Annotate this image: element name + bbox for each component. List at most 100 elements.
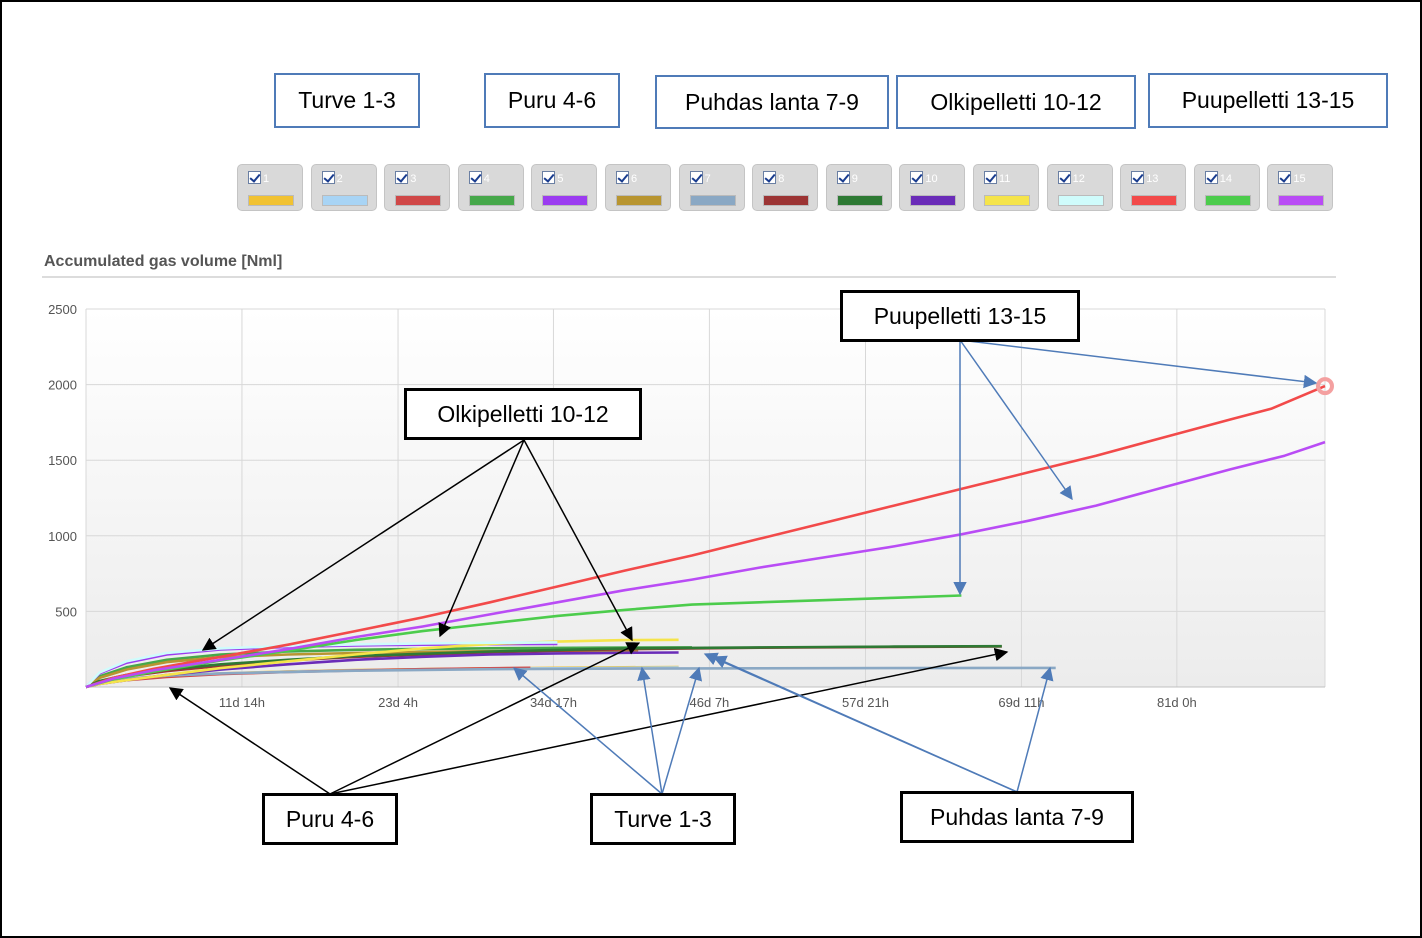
- arrow-puhdas-lanta-2: [712, 655, 1018, 793]
- y-tick-label: 1500: [48, 453, 77, 468]
- series-toggle-2[interactable]: 2: [310, 164, 377, 211]
- series-toggle-8[interactable]: 8: [752, 164, 819, 211]
- series-checkbox[interactable]: [689, 171, 703, 184]
- series-number: 15: [1293, 173, 1306, 185]
- hover-point-marker: [1316, 377, 1334, 396]
- plot-background: [86, 309, 1325, 687]
- series-checkbox[interactable]: [468, 171, 482, 184]
- legend-label-puupelletti: Puupelletti 13-15: [1148, 73, 1388, 128]
- series-color-swatch: [1057, 195, 1104, 206]
- series-toggle-15[interactable]: 15: [1267, 164, 1334, 211]
- callout-puru: Puru 4-6: [262, 793, 398, 845]
- series-color-swatch: [763, 195, 810, 206]
- series-color-swatch: [248, 195, 294, 206]
- x-tick-label: 46d 7h: [690, 695, 730, 710]
- arrow-turve-2: [637, 666, 663, 795]
- arrow-turve-1: [512, 667, 663, 795]
- series-number: 1: [263, 173, 270, 185]
- annotation-arrows: [168, 339, 1318, 795]
- series-line-15: [85, 440, 1326, 689]
- plot-area: [86, 309, 1325, 687]
- series-checkbox[interactable]: [910, 171, 924, 184]
- arrow-puupelletti-2: [959, 339, 1073, 501]
- series-checkbox[interactable]: [1057, 171, 1071, 184]
- series-line-12: [85, 641, 558, 688]
- series-number: 7: [704, 173, 711, 185]
- y-tick-label: 500: [55, 604, 77, 619]
- legend-label-puru: Puru 4-6: [484, 73, 620, 128]
- series-number: 9: [851, 173, 858, 185]
- x-tick-label: 57d 21h: [842, 695, 889, 710]
- series-checkbox[interactable]: [984, 171, 997, 184]
- arrow-puru-1: [168, 687, 331, 795]
- y-tick-label: 2000: [48, 378, 77, 393]
- series-number: 3: [410, 173, 417, 185]
- series-color-swatch: [542, 195, 589, 206]
- series-number: 6: [631, 173, 638, 185]
- title-divider: [42, 276, 1336, 278]
- legend-label-turve: Turve 1-3: [274, 73, 420, 128]
- series-toggle-6[interactable]: 6: [605, 164, 671, 211]
- series-color-swatch: [689, 195, 736, 206]
- x-tick-label: 69d 11h: [998, 695, 1044, 710]
- series-checkbox[interactable]: [763, 171, 777, 184]
- series-checkbox[interactable]: [1131, 171, 1145, 184]
- series-toggle-1[interactable]: 1: [237, 164, 303, 211]
- y-tick-label: 2500: [48, 302, 77, 317]
- series-toggle-10[interactable]: 10: [899, 164, 966, 211]
- series-toggle-9[interactable]: 9: [825, 164, 892, 211]
- series-toggle-11[interactable]: 11: [973, 164, 1039, 211]
- callout-turve: Turve 1-3: [590, 793, 736, 845]
- arrow-turve-3: [661, 666, 703, 795]
- arrow-olkipelletti-3: [523, 439, 633, 642]
- series-checkbox[interactable]: [248, 171, 261, 184]
- series-line-11: [85, 638, 679, 689]
- series-number: 14: [1219, 173, 1233, 185]
- series-toggle-5[interactable]: 5: [531, 164, 598, 211]
- series-color-swatch: [1131, 195, 1178, 206]
- series-checkbox[interactable]: [321, 171, 335, 184]
- series-number: 12: [1072, 173, 1085, 185]
- series-checkbox[interactable]: [1204, 171, 1218, 184]
- series-line-7: [85, 666, 1056, 689]
- arrow-olkipelletti-2: [438, 439, 525, 638]
- series-number: 5: [557, 173, 564, 185]
- series-toggle-7[interactable]: 7: [678, 164, 745, 211]
- series-toggle-3[interactable]: 3: [384, 164, 451, 211]
- chart-series: [85, 384, 1326, 689]
- series-checkbox[interactable]: [395, 171, 409, 184]
- series-number: 4: [483, 173, 490, 185]
- arrow-puhdas-lanta-3: [1016, 666, 1054, 793]
- series-toggle-13[interactable]: 13: [1120, 164, 1187, 211]
- series-color-swatch: [468, 195, 515, 206]
- series-checkbox[interactable]: [616, 171, 629, 184]
- series-color-swatch: [910, 195, 957, 206]
- series-toggle-14[interactable]: 14: [1193, 164, 1260, 211]
- series-color-swatch: [836, 195, 883, 206]
- chart-grid: [85, 308, 1326, 688]
- series-color-swatch: [616, 195, 662, 206]
- series-color-swatch: [984, 195, 1030, 206]
- series-color-swatch: [1278, 195, 1325, 206]
- legend-label-olkipelletti: Olkipelletti 10-12: [896, 75, 1136, 129]
- callout-puhdas-lanta: Puhdas lanta 7-9: [900, 791, 1134, 843]
- series-checkbox[interactable]: [836, 171, 850, 184]
- y-axis: 500 1000 1500 2000 2500: [48, 302, 77, 619]
- series-toggle-4[interactable]: 4: [457, 164, 524, 211]
- arrow-puupelletti-1: [959, 339, 1318, 389]
- series-toggle-12[interactable]: 12: [1046, 164, 1113, 211]
- legend-label-puhdas-lanta: Puhdas lanta 7-9: [655, 75, 889, 129]
- x-tick-label: 81d 0h: [1157, 695, 1197, 710]
- series-number: 11: [999, 173, 1011, 185]
- series-number: 2: [336, 173, 343, 185]
- series-checkbox[interactable]: [1278, 171, 1292, 184]
- x-tick-label: 23d 4h: [378, 695, 418, 710]
- series-color-swatch: [1204, 195, 1251, 206]
- series-checkbox[interactable]: [542, 171, 556, 184]
- series-color-swatch: [321, 195, 368, 206]
- arrow-olkipelletti-1: [201, 439, 525, 651]
- x-tick-label: 11d 14h: [219, 695, 265, 710]
- series-color-swatch: [395, 195, 442, 206]
